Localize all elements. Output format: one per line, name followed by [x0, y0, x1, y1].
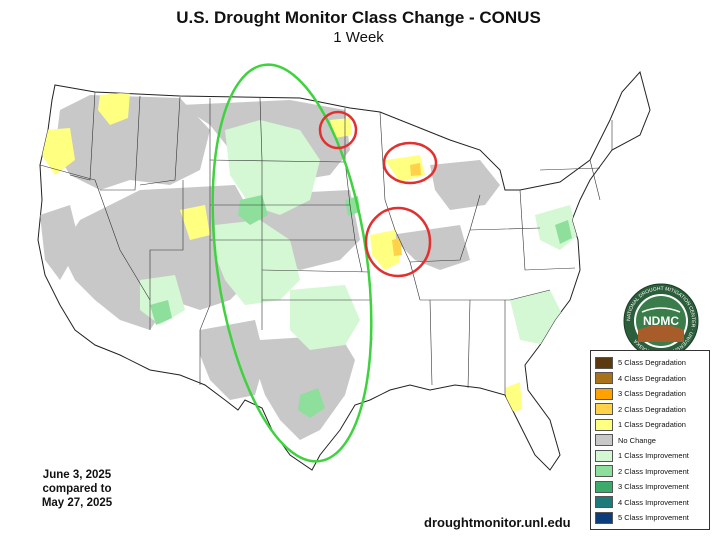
legend-label: 2 Class Degradation	[618, 404, 686, 414]
legend-label: 2 Class Improvement	[618, 466, 689, 476]
legend-label: 1 Class Degradation	[618, 420, 686, 430]
legend-label: 1 Class Improvement	[618, 451, 689, 461]
state-boundaries	[39, 91, 613, 395]
legend-item: 3 Class Improvement	[595, 479, 705, 495]
legend-label: 4 Class Degradation	[618, 373, 686, 383]
legend-label: 3 Class Degradation	[618, 389, 686, 399]
legend-swatch	[595, 511, 613, 524]
logo-center-text: NDMC	[643, 314, 679, 328]
legend-label: 3 Class Improvement	[618, 482, 689, 492]
legend-item: 2 Class Improvement	[595, 464, 705, 480]
compared-to-label: compared to	[42, 483, 112, 495]
legend-item: No Change	[595, 433, 705, 449]
map-title: U.S. Drought Monitor Class Change - CONU…	[176, 8, 541, 27]
legend-swatch	[595, 480, 613, 493]
improvement-areas	[140, 120, 578, 350]
legend-item: 3 Class Degradation	[595, 386, 705, 402]
previous-date: May 27, 2025	[41, 497, 113, 509]
current-date: June 3, 2025	[42, 469, 112, 481]
highlight-circle-iowa-illinois	[364, 206, 432, 278]
legend-item: 4 Class Degradation	[595, 371, 705, 387]
legend-swatch	[595, 496, 613, 509]
legend-item: 1 Class Improvement	[595, 448, 705, 464]
date-comparison: June 3, 2025 compared to May 27, 2025	[34, 468, 120, 510]
ndmc-logo: NDMC NATIONAL DROUGHT MITIGATION CENTER …	[623, 283, 699, 359]
legend-item: 5 Class Degradation	[595, 355, 705, 371]
legend-item: 5 Class Improvement	[595, 510, 705, 526]
legend-swatch	[595, 372, 613, 385]
legend-swatch	[595, 387, 613, 400]
two-class-improvement-areas	[150, 195, 572, 418]
legend-swatch	[595, 418, 613, 431]
legend: 5 Class Degradation 4 Class Degradation 3 …	[590, 350, 710, 530]
legend-swatch	[595, 465, 613, 478]
legend-swatch	[595, 356, 613, 369]
legend-label: 5 Class Improvement	[618, 513, 689, 523]
highlight-circle-wisconsin	[382, 141, 438, 185]
highlight-circle-minnesota	[318, 110, 358, 150]
legend-item: 1 Class Degradation	[595, 417, 705, 433]
legend-item: 2 Class Degradation	[595, 402, 705, 418]
legend-item: 4 Class Improvement	[595, 495, 705, 511]
source-url[interactable]: droughtmonitor.unl.edu	[424, 515, 571, 530]
legend-label: No Change	[618, 435, 656, 445]
legend-swatch	[595, 449, 613, 462]
degradation-areas	[42, 92, 522, 412]
two-class-degradation-areas	[392, 163, 421, 256]
legend-label: 5 Class Degradation	[618, 358, 686, 368]
map-subtitle: 1 Week	[333, 29, 384, 46]
legend-swatch	[595, 434, 613, 447]
legend-swatch	[595, 403, 613, 416]
legend-label: 4 Class Improvement	[618, 497, 689, 507]
